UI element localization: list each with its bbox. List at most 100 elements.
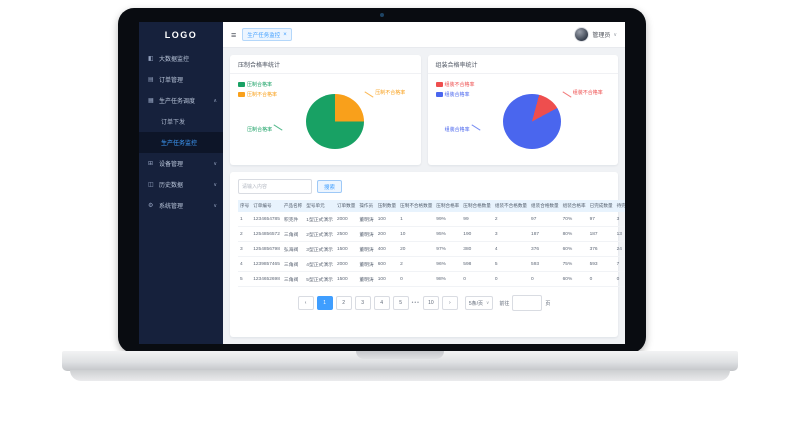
goto-label: 前往 [499,300,510,307]
close-icon[interactable]: × [283,31,287,38]
laptop-screen: LOGO ◧ 大数据监控 ▤ 订单管理 ▦ 生产任务调度 ∧ 订单下发生产任务监控 ⊞ 设备管理 ∨… [118,8,646,353]
sidebar-item-label: 订单管理 [159,78,184,84]
table-cell: 376 [587,241,615,257]
table-cell: 0 [492,271,530,287]
table-cell: 董明涛 [357,241,376,257]
table-cell: 3 [614,212,625,227]
table-cell: 2000 [334,256,358,272]
table-cell: 97 [529,212,561,227]
page-size-select[interactable]: 5条/页 ∨ [464,296,494,310]
next-page-button[interactable]: › [441,296,458,310]
table-cell: 积克件 [281,212,305,227]
panel-title: 组装合格率统计 [427,55,618,74]
table-cell: 3 [238,241,252,257]
table-row[interactable]: 1 1234654785 积克件 1型正式演示 2000 董明涛 100 1 99% 99 2 97 7… [238,212,625,227]
table-cell: 5 [492,256,530,272]
table-cell: 20 [398,241,435,257]
table-cell: 593 [587,256,615,272]
table-cell: 1254856798 [251,241,282,257]
search-row: 搜索 [238,179,610,194]
chevron-down-icon: ∨ [486,300,490,305]
legend-swatch [238,82,245,87]
table-cell: 3 [492,226,530,242]
sidebar-item-orders[interactable]: ▤ 订单管理 [139,69,223,90]
table-cell: 24 [614,241,625,257]
table-cell: 2500 [334,226,358,242]
legend-item[interactable]: 组装不合格率 [435,81,475,88]
hamburger-icon[interactable]: ≡ [231,29,237,40]
legend-label: 压制不合格率 [247,92,278,98]
table-cell: 13 [614,226,625,242]
sidebar-item-device[interactable]: ⊞ 设备管理 ∨ [139,153,223,174]
table-cell: 593 [529,256,561,272]
sidebar-item-order-dispatch[interactable]: 订单下发 [139,111,223,132]
legend-swatch [238,92,245,97]
table-row[interactable]: 2 1254856572 三角阀 2型正式演示 2500 董明涛 200 10 95% 190 3 1… [238,226,625,242]
table-cell: 1500 [334,241,358,257]
sidebar-item-label: 订单下发 [161,120,186,126]
page-button[interactable]: 2 [335,296,352,310]
sidebar-item-production-schedule[interactable]: ▦ 生产任务调度 ∧ [139,90,223,111]
table-row[interactable]: 4 1239857465 三角阀 4型正式演示 2000 董明涛 600 2 96% 598 5 59… [238,256,625,272]
table-cell: 1254856572 [251,226,282,242]
legend-swatch [435,92,443,97]
page-button[interactable]: 3 [354,296,371,310]
table-cell: 80% [560,226,588,242]
pagination: ‹ 1 2 3 4 5 ••• 10 › 5条/页 ∨ 前往 页 [238,295,610,311]
table-cell: 598 [461,256,493,272]
table-cell: 95% [434,226,462,242]
table-cell: 3型正式演示 [304,241,335,257]
search-input[interactable] [238,179,312,194]
goto-page: 前往 页 [499,295,550,311]
panel-assembly-rate: 组装合格率统计 组装不合格率 组装合格率 组装不合格率 组装合格率 [427,55,618,165]
sidebar-item-label: 历史数据 [159,183,184,189]
legend-item[interactable]: 组装合格率 [435,91,475,98]
page-button[interactable]: 1 [316,296,333,310]
table-row[interactable]: 5 1234652698 三角阀 5型正式演示 1500 董明涛 100 0 98% 0 0 0 60%… [238,271,625,287]
table-header-cell: 型号单元 [304,200,335,212]
table-cell: 190 [461,226,493,242]
table-header-cell: 压制合格数量 [461,200,493,212]
charts-row: 压制合格率统计 压制合格率 压制不合格率 压制不合格率 压制合格率 组装合格率统计 … [230,55,618,165]
table-cell: 2000 [334,212,358,227]
pie [503,94,562,150]
sidebar-item-bigdata[interactable]: ◧ 大数据监控 [139,48,223,69]
table-cell: 5 [238,271,252,287]
sidebar-item-task-monitor[interactable]: 生产任务监控 [139,132,223,153]
table-header-cell: 订单编号 [251,200,282,212]
page-button[interactable]: 10 [422,296,439,310]
table-cell: 0 [529,271,561,287]
table-cell: 187 [587,226,615,242]
app-window: LOGO ◧ 大数据监控 ▤ 订单管理 ▦ 生产任务调度 ∧ 订单下发生产任务监控 ⊞ 设备管理 ∨… [139,22,625,344]
chevron-down-icon: ∨ [613,31,617,38]
sidebar-item-history[interactable]: ◫ 历史数据 ∨ [139,174,223,195]
table-header-cell: 操作员 [357,200,376,212]
table-cell: 100 [375,212,399,227]
breadcrumb-tag[interactable]: 生产任务监控 × [242,28,292,41]
page-button[interactable]: 4 [373,296,390,310]
pie-slice-label: 压制不合格率 [375,89,406,96]
table-header-row: 序号 订单编号 产品名称 型号单元 订单数量 操作员 压制数量 压制不合格数量 压制合格率 压制合… [238,200,625,212]
table-cell: 400 [375,241,399,257]
table-cell: 0 [587,271,615,287]
legend-item[interactable]: 压制不合格率 [238,91,277,98]
prev-page-button[interactable]: ‹ [297,296,314,310]
app-logo: LOGO [164,30,198,40]
more-pages-icon[interactable]: ••• [411,300,420,306]
table-cell: 0 [461,271,493,287]
legend-item[interactable]: 压制合格率 [238,81,277,88]
table-cell: 三角阀 [281,271,305,287]
user-menu[interactable]: 管理员 ∨ [574,27,617,42]
table-cell: 99% [434,212,462,227]
goto-page-input[interactable] [512,295,543,311]
sidebar-item-system[interactable]: ⚙ 系统管理 ∨ [139,195,223,216]
table-row[interactable]: 3 1254856798 弘海阀 3型正式演示 1500 董明涛 400 20 97% 380 4 3… [238,241,625,257]
table-cell: 100 [375,271,399,287]
table-header-cell: 组装合格数量 [529,200,561,212]
table-cell: 1型正式演示 [304,212,335,227]
table-cell: 75% [560,256,588,272]
page-button[interactable]: 5 [392,296,409,310]
table-cell: 7 [614,256,625,272]
search-button[interactable]: 搜索 [317,180,343,193]
table-cell: 董明涛 [357,212,376,227]
